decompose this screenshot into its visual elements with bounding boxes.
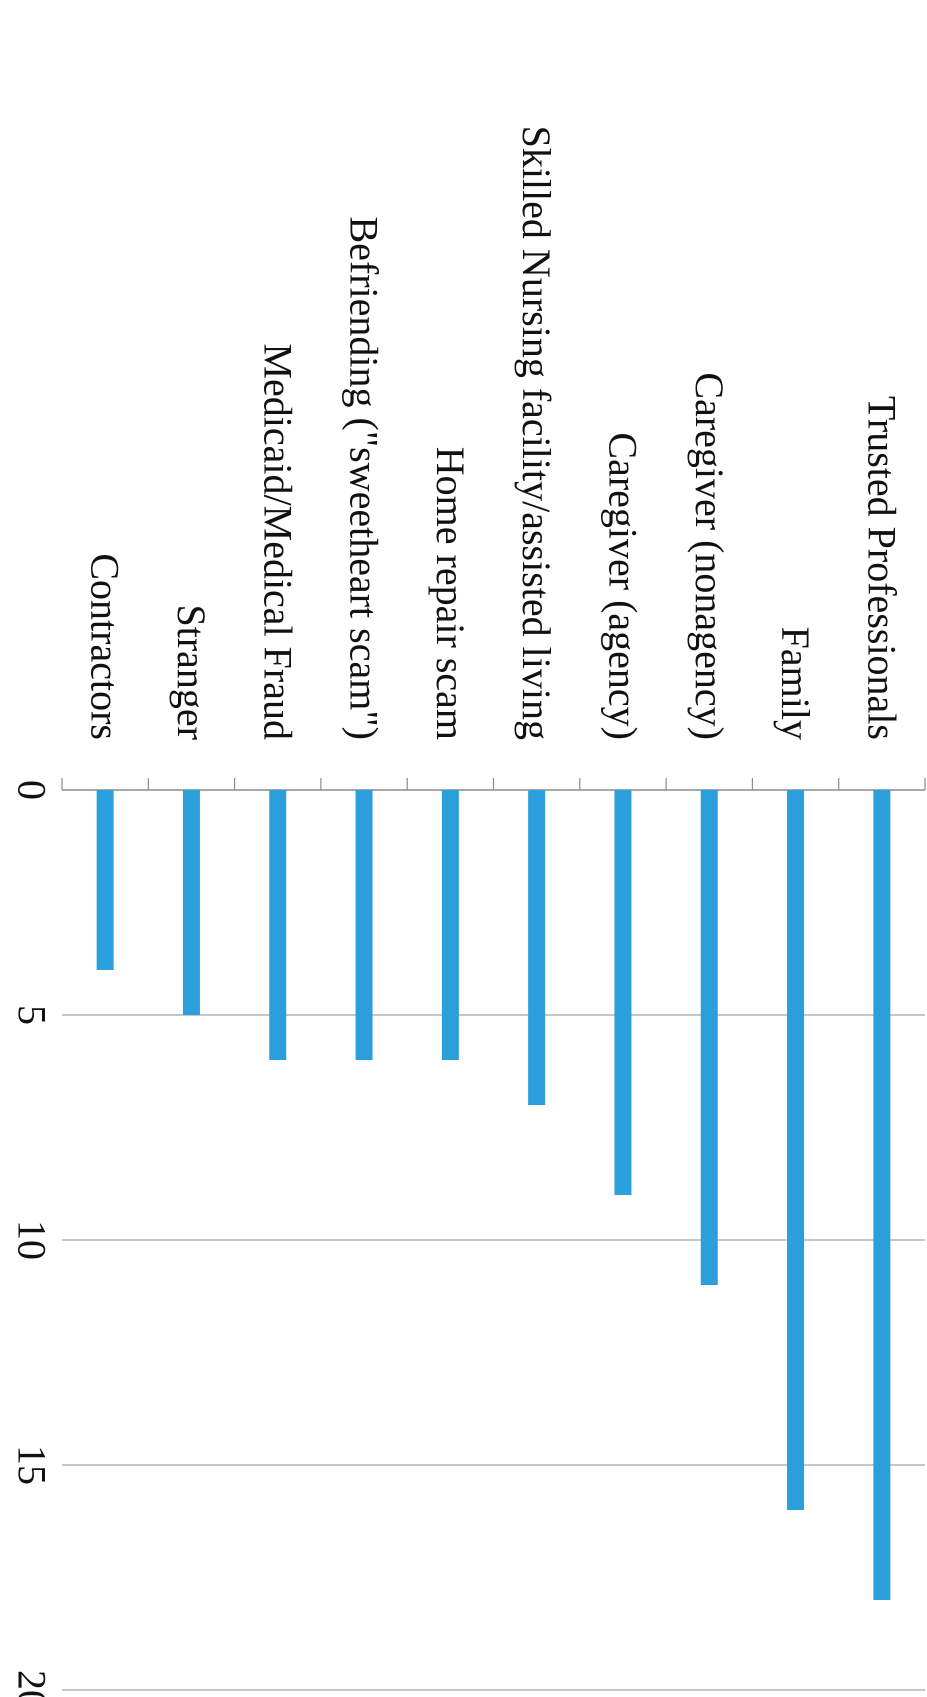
- category-label: Stranger: [169, 604, 214, 740]
- category-labels: Trusted Professionals Family Caregiver (no…: [83, 126, 905, 740]
- bar: [441, 790, 459, 1060]
- bar: [355, 790, 373, 1060]
- category-label: Caregiver (nonagency): [687, 372, 732, 740]
- bar: [700, 790, 718, 1285]
- bar: [96, 790, 114, 970]
- category-label: Befriending ("sweetheart scam"): [342, 216, 387, 740]
- bar: [787, 790, 805, 1510]
- value-tick-label: 10: [10, 1220, 55, 1260]
- value-tick-label: 5: [10, 1005, 55, 1025]
- value-tick-label: 20: [10, 1670, 55, 1697]
- category-label: Caregiver (agency): [600, 432, 645, 740]
- value-tick-labels: 0 5 10 15 20: [10, 780, 55, 1697]
- category-label: Trusted Professionals: [859, 396, 904, 740]
- bar: [873, 790, 891, 1600]
- category-label: Family: [773, 627, 818, 740]
- category-label: Contractors: [83, 553, 128, 740]
- category-label: Skilled Nursing facility/assisted living: [514, 126, 559, 740]
- bar: [269, 790, 287, 1060]
- bar: [528, 790, 546, 1105]
- category-label: Medicaid/Medical Fraud: [255, 343, 300, 740]
- category-label: Home repair scam: [428, 447, 473, 740]
- bar-layer: [96, 790, 891, 1600]
- bar: [182, 790, 200, 1015]
- value-tick-label: 0: [10, 780, 55, 800]
- value-tick-label: 15: [10, 1445, 55, 1485]
- grid-layer: [61, 778, 926, 1691]
- bar: [614, 790, 632, 1195]
